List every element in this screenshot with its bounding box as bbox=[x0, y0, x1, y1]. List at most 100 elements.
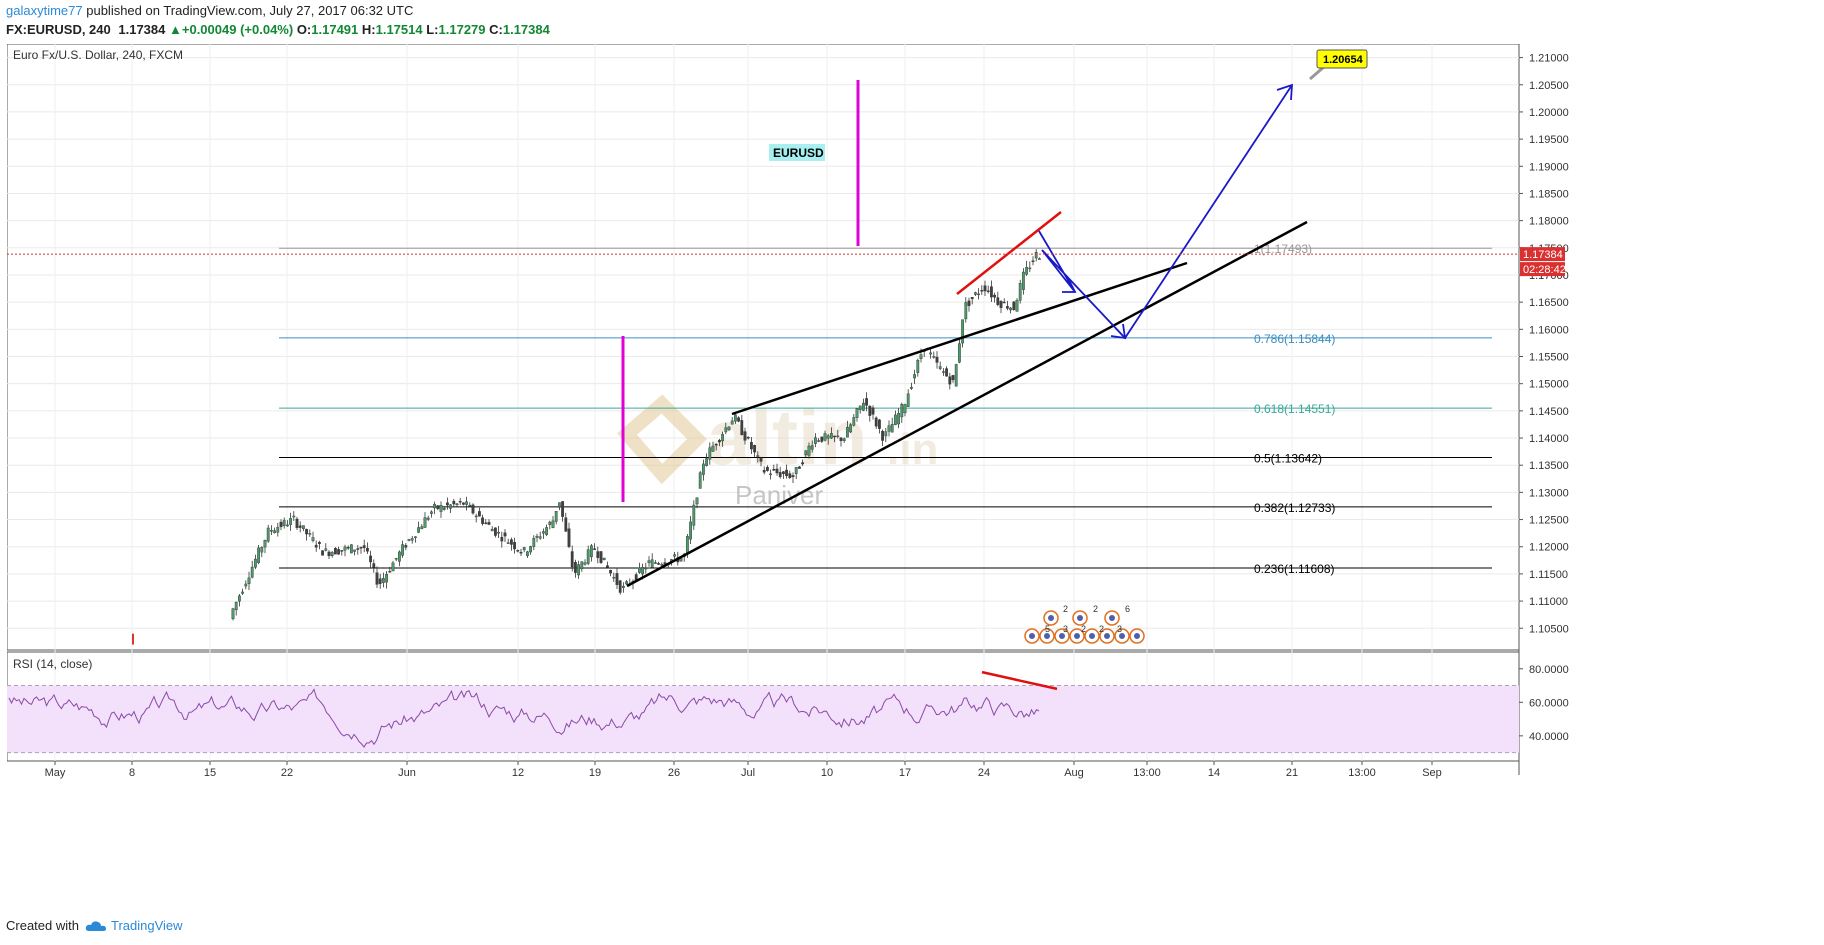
candle-body bbox=[327, 551, 331, 557]
candle-body bbox=[833, 435, 837, 438]
candle-body bbox=[407, 539, 411, 541]
candle-body bbox=[266, 527, 270, 542]
candle-body bbox=[945, 368, 949, 377]
candle-body bbox=[1028, 267, 1032, 270]
published-text: published on TradingView.com, July 27, 2… bbox=[86, 3, 414, 18]
candle-body bbox=[554, 511, 558, 522]
arrow-head bbox=[1110, 323, 1127, 340]
candle-body bbox=[311, 537, 315, 541]
last-price-tag bbox=[1520, 247, 1565, 262]
candle-body bbox=[791, 475, 795, 478]
candle-body bbox=[970, 297, 974, 300]
candle-body bbox=[330, 552, 334, 556]
candle-body bbox=[334, 547, 337, 555]
candle-body bbox=[394, 557, 398, 560]
candle-body bbox=[638, 567, 641, 573]
y-tick-label: 1.18000 bbox=[1529, 216, 1569, 228]
candle-body bbox=[510, 539, 513, 545]
candle-body bbox=[887, 425, 891, 432]
x-tick-label: 13:00 bbox=[1348, 767, 1376, 779]
candle-body bbox=[855, 408, 859, 418]
candle-body bbox=[657, 563, 661, 565]
candle-body bbox=[1037, 258, 1041, 260]
candle-body bbox=[878, 419, 881, 429]
x-tick-label: 13:00 bbox=[1133, 767, 1161, 779]
candle-body bbox=[346, 546, 350, 549]
x-tick-label: 17 bbox=[899, 767, 911, 779]
candle-body bbox=[686, 536, 689, 554]
candle-body bbox=[362, 545, 366, 548]
candle-body bbox=[772, 469, 776, 471]
arrow-head bbox=[1276, 83, 1293, 101]
rsi-line bbox=[8, 688, 1040, 748]
candle-body bbox=[1022, 271, 1025, 290]
candle-body bbox=[478, 511, 481, 517]
y-tick-label: 1.11000 bbox=[1529, 596, 1568, 608]
candle-body bbox=[852, 417, 856, 426]
candle-body bbox=[420, 526, 424, 530]
candle-body bbox=[391, 562, 395, 572]
candle-body bbox=[766, 466, 769, 471]
candle-body bbox=[516, 550, 520, 552]
candle-body bbox=[484, 522, 488, 525]
fib-label: 0.786(1.15844) bbox=[1254, 332, 1335, 346]
footer: Created with TradingView bbox=[6, 918, 183, 933]
event-icon-dot bbox=[1089, 633, 1095, 639]
candle-body bbox=[423, 517, 427, 528]
candle-body bbox=[302, 525, 305, 529]
candle-body bbox=[644, 567, 648, 570]
candle-body bbox=[490, 528, 494, 532]
candle-body bbox=[721, 434, 725, 442]
candle-body bbox=[1015, 299, 1019, 312]
arrow-head bbox=[1062, 279, 1077, 293]
candle-body bbox=[599, 551, 603, 563]
event-icon-dot bbox=[1119, 633, 1125, 639]
y-tick-label: 1.19000 bbox=[1529, 161, 1569, 173]
event-icon-dot bbox=[1048, 615, 1054, 621]
fib-label: 0.5(1.13642) bbox=[1254, 451, 1322, 465]
high-label: H: bbox=[361, 22, 376, 37]
candle-body bbox=[964, 302, 968, 320]
countdown-tag-text: 02:28:42 bbox=[1523, 264, 1566, 276]
x-tick-label: 19 bbox=[589, 767, 601, 779]
candle-body bbox=[932, 356, 936, 358]
low-value: 1.17279 bbox=[438, 22, 486, 37]
candle-body bbox=[314, 544, 318, 548]
candle-body bbox=[366, 547, 369, 552]
candle-body bbox=[954, 364, 958, 387]
candle-body bbox=[785, 469, 789, 476]
candle-body bbox=[430, 511, 433, 514]
candle-body bbox=[727, 426, 731, 431]
candle-body bbox=[708, 447, 712, 460]
target-label: 1.20654 bbox=[1323, 54, 1364, 66]
candle-body bbox=[830, 433, 833, 439]
candle-body bbox=[801, 462, 805, 465]
candle-body bbox=[753, 445, 757, 453]
candle-body bbox=[305, 528, 308, 535]
candle-body bbox=[561, 501, 565, 517]
candle-body bbox=[996, 297, 1000, 305]
candle-body bbox=[862, 402, 865, 411]
event-icon-dot bbox=[1109, 615, 1115, 621]
candle-body bbox=[1025, 267, 1029, 275]
author-link[interactable]: galaxytime77 bbox=[6, 3, 83, 18]
y-tick-label: 1.13500 bbox=[1529, 460, 1569, 472]
y-tick-label: 1.13000 bbox=[1529, 487, 1569, 499]
x-tick-label: Aug bbox=[1064, 767, 1084, 779]
price-chart[interactable]: 1.21000 1.20500 1.20000 1.19500 1.19000 1.185… bbox=[7, 44, 1767, 894]
event-icon-dot bbox=[1077, 615, 1083, 621]
candle-body bbox=[286, 524, 289, 527]
candle-body bbox=[654, 562, 657, 564]
y-tick-label: 1.20500 bbox=[1529, 80, 1569, 92]
candle-body bbox=[999, 301, 1003, 308]
tradingview-logo[interactable]: TradingView bbox=[85, 918, 183, 933]
candle-body bbox=[551, 520, 555, 528]
event-count: 6 bbox=[1125, 604, 1130, 614]
fib-label: 0.236(1.11608) bbox=[1254, 562, 1335, 576]
candle-body bbox=[343, 546, 347, 551]
candle-body bbox=[1018, 283, 1022, 301]
event-count: 2 bbox=[1081, 624, 1086, 634]
candle-body bbox=[804, 450, 808, 456]
x-tick-label: 26 bbox=[668, 767, 680, 779]
candle-body bbox=[529, 546, 533, 553]
